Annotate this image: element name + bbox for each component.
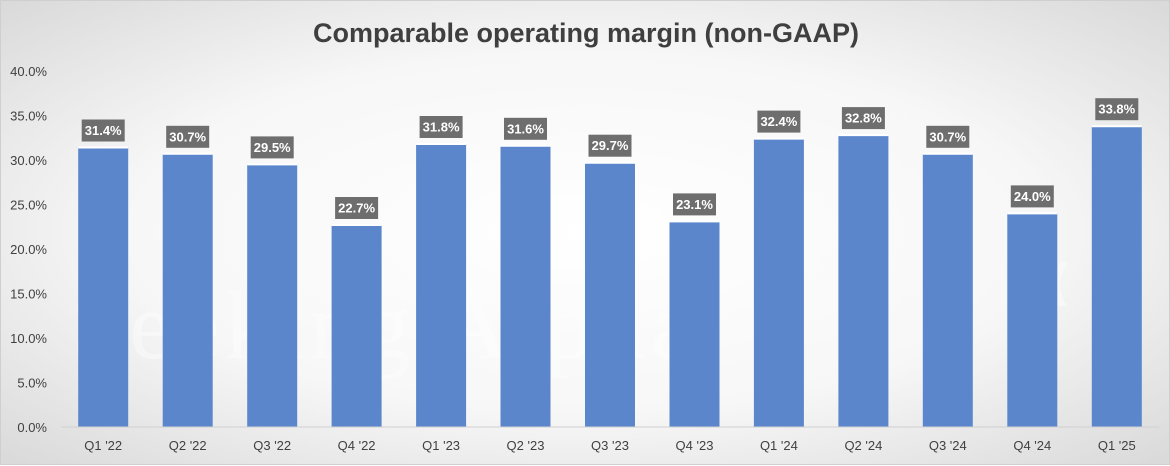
- x-tick-label: Q4 '24: [1013, 438, 1051, 453]
- x-tick-label: Q4 '22: [338, 438, 376, 453]
- bar: [331, 225, 382, 427]
- data-label: 30.7%: [929, 129, 966, 144]
- y-tick-label: 20.0%: [10, 242, 47, 257]
- bar: [78, 147, 129, 427]
- data-label-background: [588, 134, 632, 157]
- x-tick-label: Q1 '22: [84, 438, 122, 453]
- data-label: 29.5%: [254, 140, 291, 155]
- y-tick-label: 40.0%: [10, 64, 47, 79]
- bar: [500, 145, 551, 428]
- data-label-background: [250, 136, 294, 159]
- data-label-background: [1010, 185, 1054, 208]
- chart-title: Comparable operating margin (non-GAAP): [313, 18, 859, 48]
- y-tick-label: 10.0%: [10, 331, 47, 346]
- data-label: 31.6%: [507, 121, 544, 136]
- data-labels: 31.4% 30.7% 29.5% 22.7% 31.8% 31.6% 29.7% 23.1%…: [81, 98, 1139, 219]
- data-label-background: [841, 107, 885, 130]
- bar: [1091, 126, 1142, 427]
- data-label-background: [757, 110, 801, 133]
- x-axis-labels: Q1 '22 Q2 '22 Q3 '22 Q4 '22 Q1 '23 Q2 '23 Q3 '…: [84, 438, 1136, 453]
- data-label-background: [81, 119, 125, 142]
- data-label: 32.8%: [845, 111, 882, 126]
- data-label: 33.8%: [1098, 102, 1135, 117]
- data-label-background: [419, 116, 463, 138]
- data-label: 30.7%: [169, 129, 206, 144]
- x-tick-label: Q2 '22: [169, 438, 207, 453]
- y-tick-label: 0.0%: [17, 420, 47, 435]
- bar: [838, 135, 889, 427]
- bar: [1007, 213, 1058, 427]
- bar: [416, 144, 467, 427]
- bar: [922, 153, 973, 428]
- y-tick-label: 35.0%: [10, 109, 47, 124]
- bar: [162, 153, 213, 428]
- x-tick-label: Q2 '24: [844, 438, 882, 453]
- bar: [669, 221, 720, 427]
- data-label-background: [335, 197, 379, 219]
- x-tick-label: Q1 '25: [1098, 438, 1136, 453]
- data-label: 24.0%: [1014, 189, 1051, 204]
- data-label-background: [504, 117, 547, 140]
- data-label-background: [1095, 98, 1139, 121]
- bar: [585, 162, 635, 427]
- data-label: 32.4%: [760, 114, 797, 129]
- data-label: 23.1%: [676, 197, 713, 212]
- data-label: 31.8%: [423, 120, 460, 135]
- x-tick-label: Q2 '23: [507, 438, 545, 453]
- x-tick-label: Q3 '22: [253, 438, 291, 453]
- data-label: 29.7%: [592, 138, 629, 153]
- x-tick-label: Q3 '24: [929, 438, 967, 453]
- x-tick-label: Q3 '23: [591, 438, 629, 453]
- data-label-background: [166, 125, 210, 148]
- x-tick-label: Q4 '23: [676, 438, 714, 453]
- y-tick-label: 5.0%: [17, 376, 47, 391]
- y-tick-label: 25.0%: [10, 198, 47, 213]
- data-label-background: [673, 193, 716, 216]
- bar: [753, 138, 804, 427]
- x-tick-label: Q1 '24: [760, 438, 798, 453]
- bar: [247, 164, 298, 427]
- y-axis-labels: 0.0% 5.0% 10.0% 15.0% 20.0% 25.0% 30.0% 35.0% 40…: [10, 64, 47, 435]
- data-label: 31.4%: [85, 123, 122, 138]
- bars: [78, 125, 1142, 428]
- x-tick-label: Q1 '23: [422, 438, 460, 453]
- y-tick-label: 15.0%: [10, 287, 47, 302]
- data-label: 22.7%: [338, 201, 375, 216]
- y-tick-label: 30.0%: [10, 153, 47, 168]
- data-label-background: [926, 125, 970, 148]
